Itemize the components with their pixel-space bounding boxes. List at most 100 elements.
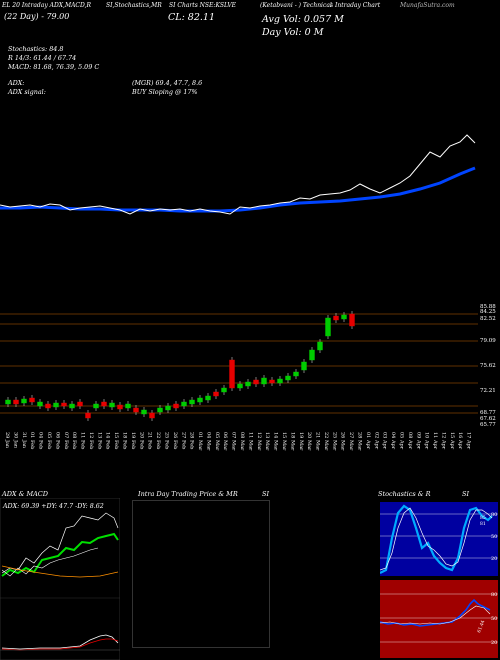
candle-body	[149, 412, 155, 419]
candle-body	[261, 377, 267, 385]
r-value: R 14/3: 61.44 / 67.74	[8, 54, 77, 62]
price-axis-label: 82.52	[480, 316, 496, 322]
date-label: 28 Mar	[357, 432, 363, 451]
stoch-k-line	[380, 504, 493, 574]
stoch-tick: 50	[491, 534, 497, 540]
price-axis-label: 72.21	[480, 388, 496, 394]
candle-body	[205, 395, 211, 401]
date-label: 08 Feb	[71, 432, 77, 449]
stoch-background	[380, 502, 498, 576]
candle-body	[317, 341, 323, 351]
date-label: 20 Feb	[138, 432, 144, 449]
stoch-label: 81	[480, 521, 486, 527]
date-label: 08 Apr	[407, 432, 413, 450]
date-label: 16 Apr	[457, 432, 463, 450]
candle-body	[245, 381, 251, 387]
candle-body	[293, 371, 299, 377]
header-tab-1[interactable]: EL 20 Intraday ADX,MACD,R	[2, 2, 92, 9]
adx-panel-title: ADX & MACD	[2, 490, 48, 498]
candle-body	[341, 314, 347, 320]
date-label: 04 Feb	[38, 432, 44, 449]
rsi-tick: 80	[491, 592, 497, 598]
price-axis-label: 79.09	[480, 338, 496, 344]
candle-body	[189, 399, 195, 405]
date-label: 11 Mar	[247, 432, 253, 451]
candle-body	[45, 403, 51, 409]
price-axis-label: 67.62	[480, 416, 496, 422]
candle-body	[21, 398, 27, 404]
stoch-d-line	[380, 507, 493, 571]
candle-body	[101, 401, 107, 407]
date-label: 25 Mar	[331, 432, 337, 451]
date-label: 17 Apr	[466, 432, 472, 450]
candle-body	[253, 379, 259, 385]
minus-di-line	[1, 547, 99, 577]
date-label: 01 Mar	[197, 432, 203, 451]
date-label: 06 Mar	[222, 432, 228, 451]
date-label: 10 Apr	[424, 432, 430, 450]
candle-body	[5, 399, 11, 405]
candle-body	[13, 399, 19, 405]
candle-body	[69, 403, 75, 409]
candle-body	[125, 403, 131, 409]
close-price: CL: 82.11	[168, 12, 215, 23]
header-tab-2[interactable]: SI,Stochastics,MR	[106, 2, 162, 9]
date-label: 21 Feb	[147, 432, 153, 449]
macd-line	[1, 634, 119, 650]
adx-readout: ADX: 69.39 +DY: 47.7 -DY: 8.62	[2, 503, 104, 510]
date-label: 04 Apr	[390, 432, 396, 450]
stochastics-value: Stochastics: 84.8	[8, 45, 64, 53]
macd-value: MACD: 81.68, 76.39, 5.09 C	[8, 63, 100, 71]
date-label: 03 Apr	[382, 432, 388, 450]
candle-body	[213, 391, 219, 397]
header-tab-5[interactable]: s Intraday Chart	[330, 2, 381, 9]
price-ema-chart	[0, 134, 476, 215]
candle-body	[173, 403, 179, 409]
intraday-panel	[132, 500, 270, 648]
candle-body	[309, 349, 315, 361]
date-label: 26 Feb	[172, 432, 178, 449]
rsi-signal-line	[380, 605, 491, 625]
candle-body	[165, 405, 171, 411]
date-label: 14 Mar	[273, 432, 279, 451]
candle-body	[229, 359, 235, 389]
date-label: 28 Feb	[189, 432, 195, 449]
date-label: 05 Apr	[398, 432, 404, 450]
candle-body	[197, 397, 203, 403]
date-label: 04 Mar	[205, 432, 211, 451]
price-axis-label: 84.25	[480, 309, 496, 315]
candle-body	[141, 409, 147, 415]
date-label: 19 Mar	[298, 432, 304, 451]
date-label: 30 Jan	[12, 432, 18, 449]
header-tab-3[interactable]: SI Charts NSE:KSLVE	[169, 2, 237, 9]
date-label: 14 Feb	[105, 432, 111, 449]
candle-body	[349, 313, 355, 327]
date-label: 22 Feb	[155, 432, 161, 449]
date-label: 27 Mar	[348, 432, 354, 451]
date-label: 12 Feb	[88, 432, 94, 449]
stoch-panel-title-2: SI	[462, 490, 470, 498]
header-tab-4[interactable]: (Ketabvani - ) Technical	[260, 2, 332, 9]
stoch-tick: 80	[491, 512, 497, 518]
date-label: 06 Feb	[54, 432, 60, 449]
adx-value: (MGR) 69.4, 47.7, 8.6	[132, 79, 203, 87]
price-axis-label: 65.77	[480, 422, 496, 428]
adx-macd-panel: ADX: 69.39 +DY: 47.7 -DY: 8.62	[0, 498, 120, 660]
date-label: 31 Jan	[21, 432, 27, 449]
buy-signal: BUY Sloping @ 17%	[132, 88, 198, 96]
candle-body	[109, 402, 115, 408]
date-label: 05 Mar	[214, 432, 220, 451]
price-line	[0, 134, 476, 215]
stoch-tick: 20	[491, 556, 497, 562]
intraday-panel-title: Intra Day Trading Price & MR	[138, 490, 238, 498]
rsi-tick: 20	[491, 640, 497, 646]
date-label: 08 Mar	[239, 432, 245, 451]
date-label: 19 Feb	[130, 432, 136, 449]
day-volume: Day Vol: 0 M	[262, 27, 324, 38]
date-axis: 29 Jan 30 Jan 31 Jan 01 Feb 04 Feb 05 Feb 06 F…	[4, 432, 472, 451]
date-label: 07 Mar	[231, 432, 237, 451]
candle-body	[77, 401, 83, 407]
candle-body	[325, 317, 331, 337]
price-axis-label: 75.62	[480, 363, 496, 369]
candle-body	[269, 379, 275, 384]
